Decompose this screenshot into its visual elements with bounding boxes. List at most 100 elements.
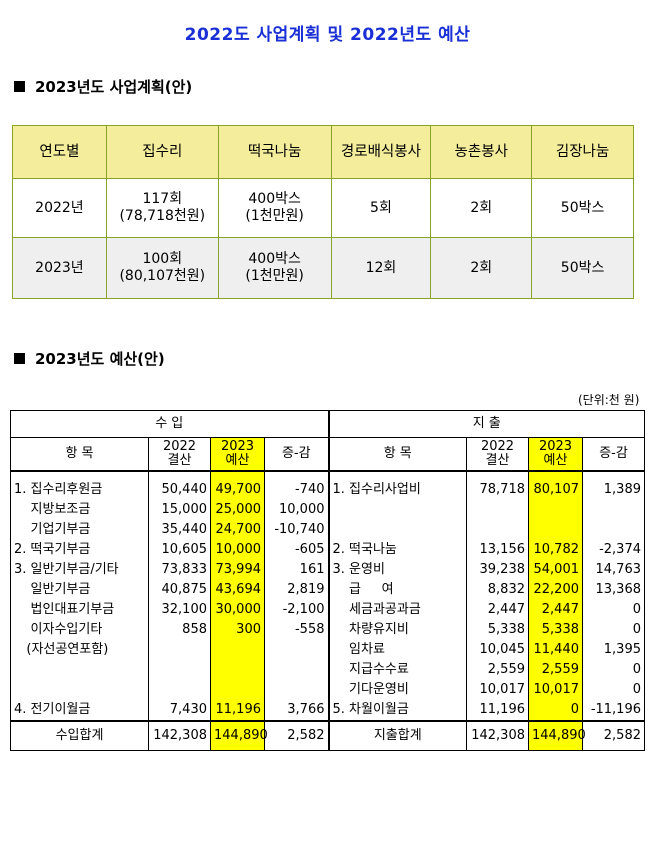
plan-value-cell: 2회	[430, 237, 533, 299]
in-value-2023: 10,000	[210, 540, 265, 560]
ex-value-diff: 0	[582, 620, 645, 640]
income-header: 수 입	[155, 416, 184, 431]
income-total-label: 수입합계	[10, 720, 149, 751]
expense-item: 세금과공과금	[327, 600, 467, 620]
expense-item: 급 여	[327, 580, 467, 600]
in-value-diff: 2,819	[264, 580, 329, 600]
income-item: 법인대표기부금	[14, 602, 115, 617]
plan-header-cell: 김장나눔	[531, 125, 634, 179]
col-2023-year: 2023	[220, 439, 255, 454]
ex-value-diff: -2,374	[582, 540, 645, 560]
budget-heading-text: 2023년도 예산(안)	[35, 350, 165, 368]
plan-value-line: 50박스	[560, 259, 605, 276]
budget-row: 3. 일반기부금/기타 73,833 73,994 161 3. 운영비 39,238 54…	[11, 560, 645, 580]
in-value-2023	[210, 680, 265, 700]
plan-header-cell: 떡국나눔	[217, 125, 332, 179]
expense-item: 차량유지비	[327, 620, 467, 640]
in-value-2022: 35,440	[148, 520, 211, 540]
ex-value-2023	[528, 520, 583, 540]
plan-value-cell: 50박스	[531, 237, 634, 299]
square-bullet-icon	[14, 81, 25, 92]
in-value-2022: 73,833	[148, 560, 211, 580]
ex-value-diff: 0	[582, 660, 645, 680]
in-value-2023	[210, 660, 265, 680]
in-value-2023: 49,700	[210, 470, 265, 500]
ex-value-2022: 13,156	[466, 540, 529, 560]
ex-value-diff	[582, 500, 645, 520]
in-value-diff: 10,000	[264, 500, 329, 520]
col-item-header: 항 목	[327, 437, 467, 471]
in-value-2023	[210, 640, 265, 660]
col-2022-header: 2022 결산	[466, 437, 529, 471]
ex-total-2022: 142,308	[466, 720, 529, 751]
ex-total-diff: 2,582	[582, 720, 645, 751]
ex-value-2022: 78,718	[466, 470, 529, 500]
plan-row-2023: 2023년 100회 (80,107천원) 400박스 (1천만원) 12회 2회 50박스	[12, 237, 634, 299]
in-value-2022	[148, 680, 211, 700]
ex-value-2023: 11,440	[528, 640, 583, 660]
col-2023-sub: 예산	[543, 453, 568, 468]
in-value-diff: -605	[264, 540, 329, 560]
ex-value-2022: 10,017	[466, 680, 529, 700]
in-value-2023: 43,694	[210, 580, 265, 600]
budget-row: 4. 전기이월금 7,430 11,196 3,766 5. 차월이월금 11,196 0-…	[11, 700, 645, 720]
income-item: 기업기부금	[14, 522, 91, 537]
budget-row: 기업기부금 35,440 24,700 -10,740	[11, 520, 645, 540]
plan-value-cell: 100회 (80,107천원)	[105, 237, 219, 299]
plan-value-line: (78,718천원)	[119, 208, 206, 224]
ex-value-2023: 5,338	[528, 620, 583, 640]
in-value-2023: 11,196	[210, 700, 265, 720]
in-value-2022: 40,875	[148, 580, 211, 600]
income-item: 4. 전기이월금	[14, 702, 91, 717]
income-item	[11, 680, 149, 700]
plan-value-line: (80,107천원)	[119, 268, 206, 284]
plan-value-cell: 5회	[330, 178, 432, 238]
plan-value-cell: 50박스	[531, 178, 634, 238]
ex-value-2023: 10,017	[528, 680, 583, 700]
budget-row: 지방보조금 15,000 25,000 10,000	[11, 500, 645, 520]
ex-value-2023: 10,782	[528, 540, 583, 560]
budget-section-heading: 2023년도 예산(안)	[14, 348, 165, 369]
income-item: 이자수입기타	[14, 622, 103, 637]
income-item: (자선공연포함)	[14, 642, 109, 657]
expense-item: 기다운영비	[327, 680, 467, 700]
plan-header-row: 연도별 집수리 떡국나눔 경로배식봉사 농촌봉사 김장나눔	[12, 125, 634, 179]
col-2022-sub: 결산	[167, 453, 192, 468]
expense-item: 3. 운영비	[327, 560, 467, 580]
ex-value-diff: 14,763	[582, 560, 645, 580]
in-total-2023: 144,890	[210, 720, 268, 751]
plan-value-cell: 117회 (78,718천원)	[105, 178, 219, 238]
plan-table: 연도별 집수리 떡국나눔 경로배식봉사 농촌봉사 김장나눔 2022년 117회 (78,71…	[12, 125, 634, 299]
expense-total-label: 지출합계	[327, 720, 467, 751]
plan-value-line: 400박스	[248, 191, 301, 207]
plan-value-line: 50박스	[560, 199, 605, 216]
ex-value-2023: 0	[528, 700, 583, 720]
budget-row: 기다운영비 10,017 10,017 0	[11, 680, 645, 700]
expense-item: 5. 차월이월금	[327, 700, 467, 720]
ex-value-2023: 2,447	[528, 600, 583, 620]
plan-value-cell: 400박스 (1천만원)	[217, 178, 332, 238]
plan-value-line: (1천만원)	[245, 268, 304, 284]
budget-row: 이자수입기타 858 300 -558 차량유지비 5,338 5,338 0	[11, 620, 645, 640]
in-value-2022: 858	[148, 620, 211, 640]
plan-row-2022: 2022년 117회 (78,718천원) 400박스 (1천만원) 5회 2회 50박스	[12, 178, 634, 238]
budget-row: 법인대표기부금 32,100 30,000 -2,100 세금과공과금 2,447 2,4…	[11, 600, 645, 620]
plan-header-cell: 연도별	[12, 125, 107, 179]
ex-value-2023: 2,559	[528, 660, 583, 680]
in-value-2023: 300	[210, 620, 265, 640]
ex-value-diff: 13,368	[582, 580, 645, 600]
in-value-diff: -2,100	[264, 600, 329, 620]
income-item: 3. 일반기부금/기타	[14, 562, 119, 577]
plan-header-cell: 농촌봉사	[430, 125, 533, 179]
income-item: 일반기부금	[14, 582, 91, 597]
col-2023-header: 2023 예산	[210, 437, 265, 471]
ex-value-2022	[466, 520, 529, 540]
plan-value-line: 400박스	[248, 251, 301, 267]
budget-row: 2. 떡국기부금 10,605 10,000 -605 2. 떡국나눔 13,156 10,…	[11, 540, 645, 560]
ex-value-2022	[466, 500, 529, 520]
plan-value-cell: 400박스 (1천만원)	[217, 237, 332, 299]
in-value-2023: 24,700	[210, 520, 265, 540]
in-total-diff: 2,582	[264, 720, 329, 751]
budget-row: 1. 집수리후원금 50,440 49,700 -740 1. 집수리사업비 78,718…	[10, 470, 645, 500]
